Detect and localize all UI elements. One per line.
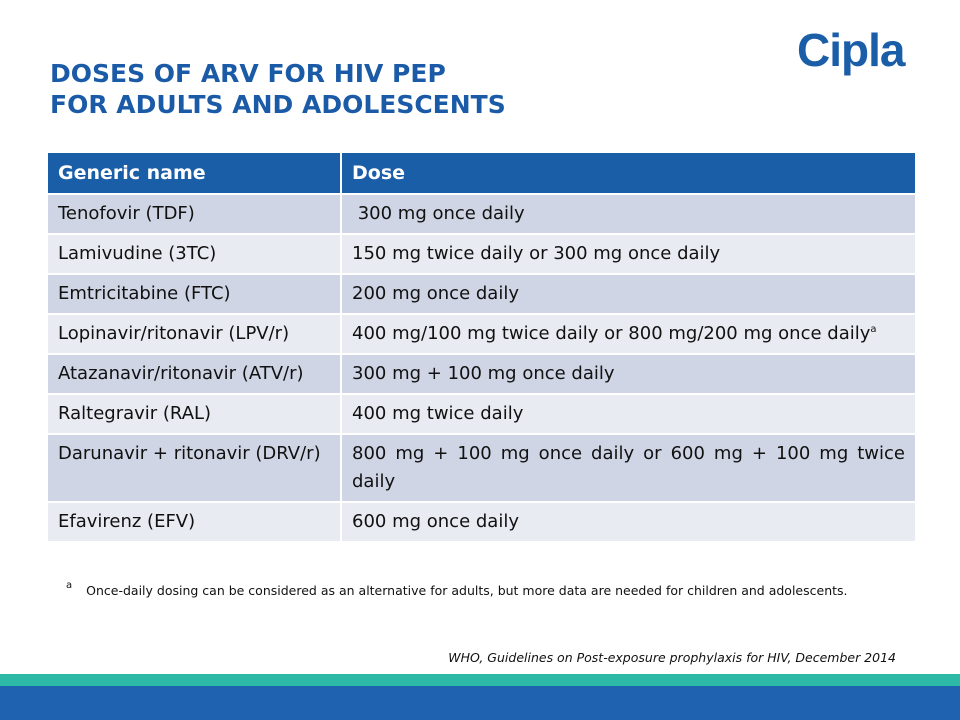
footer-band-blue <box>0 686 960 720</box>
footnote-text: Once-daily dosing can be considered as a… <box>86 583 848 598</box>
table-row: Lopinavir/ritonavir (LPV/r) 400 mg/100 m… <box>48 313 917 354</box>
dose-cell: 200 mg once daily <box>341 273 917 314</box>
footnote: a Once-daily dosing can be considered as … <box>66 580 848 598</box>
dose-cell: 400 mg twice daily <box>341 393 917 434</box>
header-generic-name: Generic name <box>48 153 342 194</box>
dose-text: 400 mg/100 mg twice daily or 800 mg/200 … <box>352 323 871 344</box>
generic-name-cell: Tenofovir (TDF) <box>48 193 342 234</box>
table-row: Darunavir + ritonavir (DRV/r) 800 mg + 1… <box>48 433 917 502</box>
dose-table: Generic name Dose Tenofovir (TDF) 300 mg… <box>48 153 917 541</box>
generic-name-cell: Efavirenz (EFV) <box>48 501 342 541</box>
slide-title-line-1: DOSES OF ARV FOR HIV PEP <box>50 59 446 88</box>
dose-cell: 400 mg/100 mg twice daily or 800 mg/200 … <box>341 313 917 354</box>
table-row: Tenofovir (TDF) 300 mg once daily <box>48 193 917 234</box>
dose-cell: 600 mg once daily <box>341 501 917 541</box>
dose-cell: 300 mg + 100 mg once daily <box>341 353 917 394</box>
dose-cell: 800 mg + 100 mg once daily or 600 mg + 1… <box>341 433 917 502</box>
slide-title: DOSES OF ARV FOR HIV PEP FOR ADULTS AND … <box>50 58 506 120</box>
source-citation: WHO, Guidelines on Post-exposure prophyl… <box>448 650 896 665</box>
generic-name-cell: Atazanavir/ritonavir (ATV/r) <box>48 353 342 394</box>
footer-band-green <box>0 674 960 686</box>
generic-name-cell: Lopinavir/ritonavir (LPV/r) <box>48 313 342 354</box>
table-header-row: Generic name Dose <box>48 153 917 194</box>
dose-cell: 150 mg twice daily or 300 mg once daily <box>341 233 917 274</box>
generic-name-cell: Darunavir + ritonavir (DRV/r) <box>48 433 342 502</box>
footnote-mark: a <box>66 580 73 591</box>
generic-name-cell: Emtricitabine (FTC) <box>48 273 342 314</box>
table-row: Lamivudine (3TC) 150 mg twice daily or 3… <box>48 233 917 274</box>
generic-name-cell: Raltegravir (RAL) <box>48 393 342 434</box>
table-row: Raltegravir (RAL) 400 mg twice daily <box>48 393 917 434</box>
table-row: Atazanavir/ritonavir (ATV/r) 300 mg + 10… <box>48 353 917 394</box>
cipla-logo: Cipla <box>797 24 905 76</box>
slide-title-line-2: FOR ADULTS AND ADOLESCENTS <box>50 90 506 119</box>
generic-name-cell: Lamivudine (3TC) <box>48 233 342 274</box>
table-row: Emtricitabine (FTC) 200 mg once daily <box>48 273 917 314</box>
dose-cell: 300 mg once daily <box>341 193 917 234</box>
header-dose: Dose <box>341 153 917 194</box>
table-row: Efavirenz (EFV) 600 mg once daily <box>48 501 917 541</box>
footnote-superscript: a <box>870 324 877 335</box>
